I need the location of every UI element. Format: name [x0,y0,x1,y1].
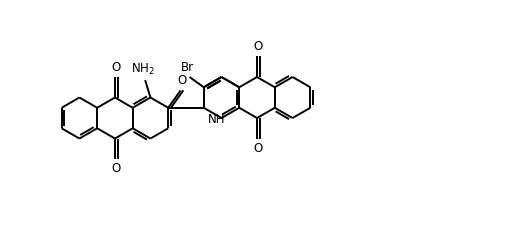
Text: O: O [254,40,263,53]
Text: NH: NH [208,113,225,126]
Text: O: O [111,163,121,175]
Text: O: O [254,142,263,155]
Text: O: O [111,61,121,74]
Text: O: O [177,74,186,87]
Text: NH$_2$: NH$_2$ [131,62,155,77]
Text: Br: Br [181,61,194,74]
